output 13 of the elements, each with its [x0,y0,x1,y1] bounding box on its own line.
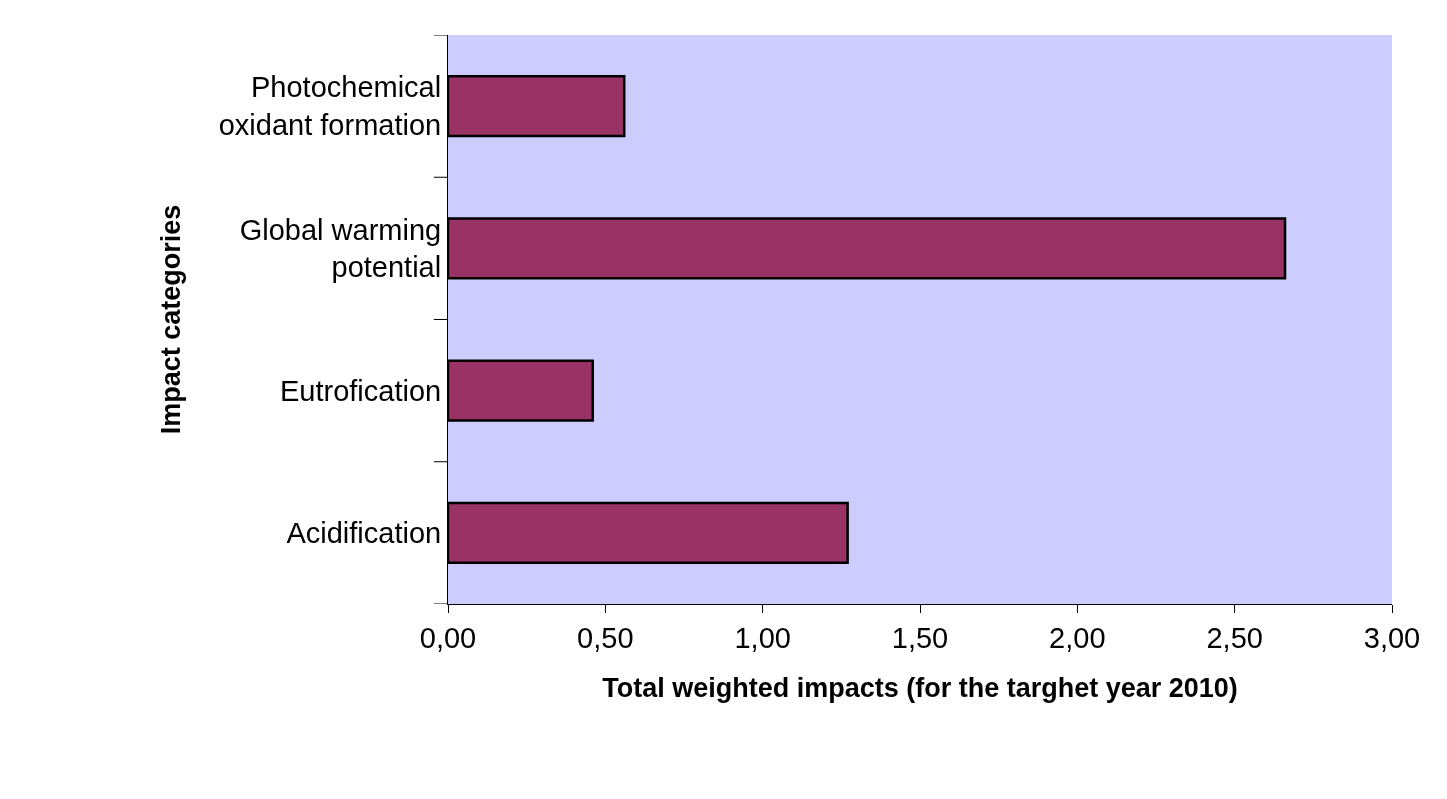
y-tick-label: Photochemical oxidant formation [218,71,442,142]
x-tick-label: 0,00 [419,621,477,654]
y-tick-label: Eutrofication [280,374,442,407]
x-tick-label: 1,50 [891,621,949,654]
x-tick-label: 0,50 [577,621,634,654]
x-tick-label: 3,00 [1363,621,1421,654]
x-tick-label: 1,00 [734,621,791,654]
x-axis-title: Total weighted impacts (for the targhet year 2010) [602,673,1238,704]
y-tick-label: Global warming potential [239,213,442,284]
y-tick-label: Acidification [286,517,442,550]
x-tick-label: 2,50 [1206,621,1263,654]
x-tick-label: 2,00 [1049,621,1106,654]
y-axis-title: Impact categories [155,204,186,435]
